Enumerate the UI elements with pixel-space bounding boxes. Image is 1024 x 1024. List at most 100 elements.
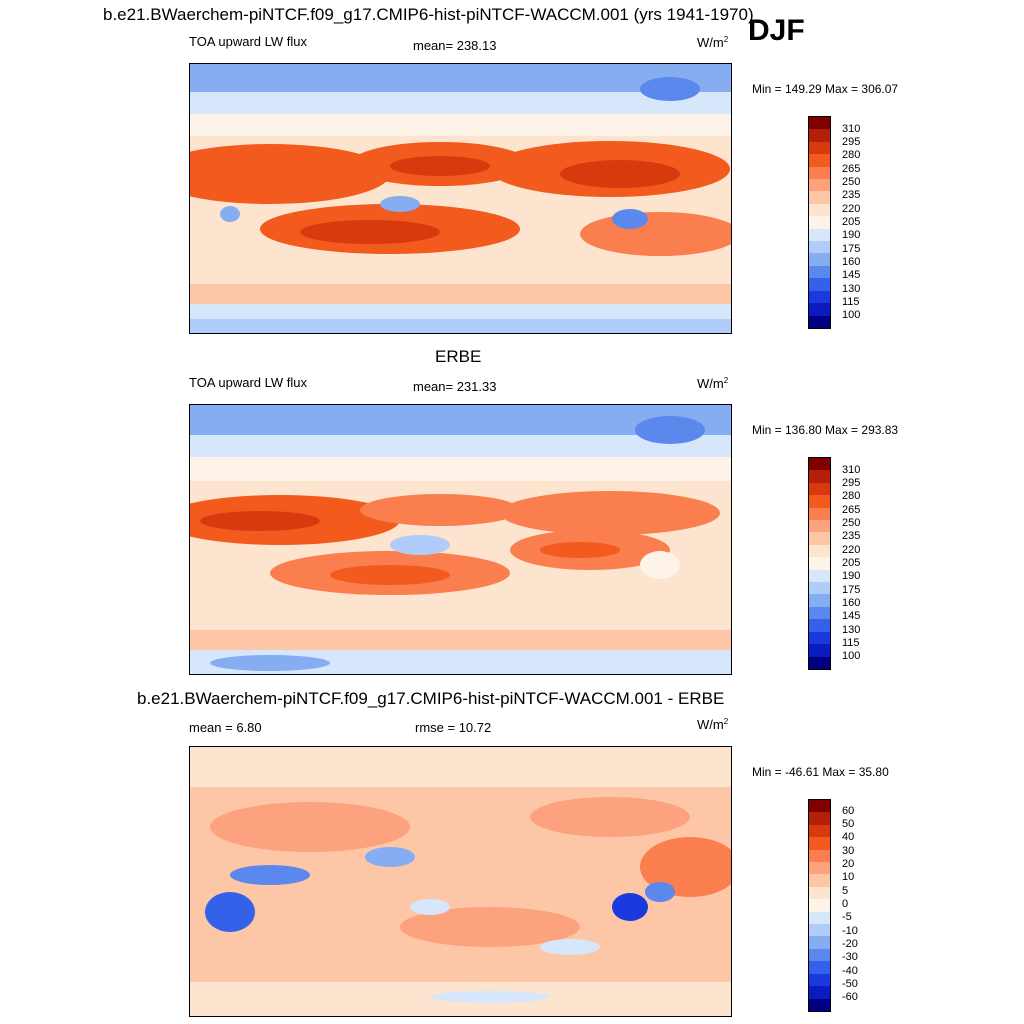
colorbar-swatch <box>809 315 830 328</box>
panel1-variable-label: TOA upward LW flux <box>189 34 308 49</box>
panel1-cb-label: 145 <box>842 269 861 281</box>
panel3-cb-label: -5 <box>842 911 852 923</box>
colorbar-swatch <box>809 166 830 180</box>
panel3-map <box>189 746 732 1017</box>
panel2-cb-label: 310 <box>842 464 861 476</box>
colorbar-swatch <box>809 129 830 142</box>
panel1-cb-label: 130 <box>842 283 861 295</box>
colorbar-swatch <box>809 569 830 583</box>
colorbar-swatch <box>809 824 830 838</box>
colorbar-swatch <box>809 924 830 937</box>
panel2-min-max: Min = 136.80 Max = 293.83 <box>752 423 899 437</box>
colorbar-swatch <box>809 482 830 496</box>
colorbar-swatch <box>809 532 830 545</box>
colorbar-swatch <box>809 179 830 192</box>
panel1-cb-label: 115 <box>842 296 860 308</box>
panel3-title: b.e21.BWaerchem-piNTCF.f09_g17.CMIP6-his… <box>137 689 725 708</box>
colorbar-swatch <box>809 253 830 266</box>
panel2-variable-label: TOA upward LW flux <box>189 375 308 390</box>
colorbar-swatch <box>809 265 830 279</box>
colorbar-swatch <box>809 495 830 508</box>
panel1-mean-label: mean= 238.13 <box>413 38 497 53</box>
panel2-cb-label: 130 <box>842 624 861 636</box>
panel2-cb-label: 205 <box>842 557 861 569</box>
panel1-cb-label: 160 <box>842 256 861 268</box>
panel3-cb-label: -50 <box>842 978 858 990</box>
panel2-cb-label: 235 <box>842 530 861 542</box>
panel2-units: W/m2 <box>697 376 729 391</box>
panel2-colorbar <box>808 457 831 670</box>
panel3-cb-label: -10 <box>842 925 858 937</box>
colorbar-swatch <box>809 619 830 632</box>
panel1-cb-label: 190 <box>842 229 861 241</box>
panel1-cb-label: 250 <box>842 176 861 188</box>
panel2-cb-label: 280 <box>842 490 861 502</box>
colorbar-swatch <box>809 520 830 533</box>
panel3-cb-label: -40 <box>842 965 858 977</box>
colorbar-swatch <box>809 241 830 254</box>
colorbar-swatch <box>809 594 830 607</box>
panel1-cb-label: 265 <box>842 163 861 175</box>
panel1-map <box>189 63 732 334</box>
colorbar-swatch <box>809 973 830 987</box>
panel2-cb-label: 145 <box>842 610 861 622</box>
panel3-cb-label: 5 <box>842 885 849 897</box>
figure-title: b.e21.BWaerchem-piNTCF.f09_g17.CMIP6-his… <box>103 5 754 24</box>
panel3-units: W/m2 <box>697 717 729 732</box>
panel1-min-max: Min = 149.29 Max = 306.07 <box>752 82 899 96</box>
panel3-min-max: Min = -46.61 Max = 35.80 <box>752 765 889 779</box>
panel2-cb-label: 190 <box>842 570 861 582</box>
colorbar-swatch <box>809 216 830 229</box>
colorbar-swatch <box>809 507 830 521</box>
panel2-cb-label: 265 <box>842 504 861 516</box>
panel2-mean-label: mean= 231.33 <box>413 379 497 394</box>
colorbar-swatch <box>809 557 830 570</box>
panel2-cb-label: 295 <box>842 477 861 489</box>
panel1-cb-label: 205 <box>842 216 861 228</box>
panel1-cb-label: 100 <box>842 309 861 321</box>
panel2-cb-label: 220 <box>842 544 861 556</box>
colorbar-swatch <box>809 582 830 595</box>
panel3-cb-label: 20 <box>842 858 855 870</box>
panel3-cb-label: -30 <box>842 951 858 963</box>
colorbar-swatch <box>809 862 830 875</box>
panel1-cb-label: 220 <box>842 203 861 215</box>
panel3-cb-label: 60 <box>842 805 855 817</box>
colorbar-swatch <box>809 998 830 1011</box>
panel1-cb-label: 235 <box>842 189 861 201</box>
colorbar-swatch <box>809 849 830 863</box>
colorbar-swatch <box>809 458 830 471</box>
colorbar-swatch <box>809 911 830 925</box>
colorbar-swatch <box>809 606 830 620</box>
panel3-cb-label: 40 <box>842 831 855 843</box>
panel2-cb-label: 160 <box>842 597 861 609</box>
panel3-cb-label: 30 <box>842 845 855 857</box>
colorbar-swatch <box>809 948 830 962</box>
panel2-title: ERBE <box>435 347 482 366</box>
colorbar-swatch <box>809 470 830 483</box>
colorbar-swatch <box>809 631 830 645</box>
panel3-rmse-label: rmse = 10.72 <box>415 720 492 735</box>
colorbar-swatch <box>809 936 830 949</box>
colorbar-swatch <box>809 886 830 900</box>
panel1-cb-label: 310 <box>842 123 861 135</box>
season-label: DJF <box>748 14 805 47</box>
colorbar-swatch <box>809 544 830 558</box>
panel2-cb-label: 175 <box>842 584 861 596</box>
panel3-mean-label: mean = 6.80 <box>189 720 262 735</box>
colorbar-swatch <box>809 800 830 813</box>
colorbar-swatch <box>809 203 830 217</box>
colorbar-swatch <box>809 117 830 130</box>
colorbar-swatch <box>809 986 830 999</box>
panel2-map <box>189 404 732 675</box>
colorbar-swatch <box>809 656 830 669</box>
colorbar-swatch <box>809 899 830 912</box>
panel1-cb-label: 175 <box>842 243 861 255</box>
colorbar-swatch <box>809 154 830 167</box>
colorbar-swatch <box>809 812 830 825</box>
panel2-cb-label: 250 <box>842 517 861 529</box>
colorbar-swatch <box>809 141 830 155</box>
panel1-cb-label: 295 <box>842 136 861 148</box>
colorbar-swatch <box>809 290 830 304</box>
panel1-colorbar <box>808 116 831 329</box>
